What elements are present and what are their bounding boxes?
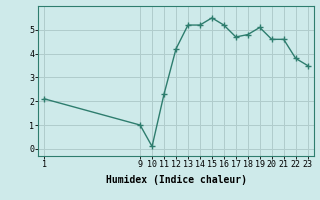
X-axis label: Humidex (Indice chaleur): Humidex (Indice chaleur) <box>106 175 246 185</box>
